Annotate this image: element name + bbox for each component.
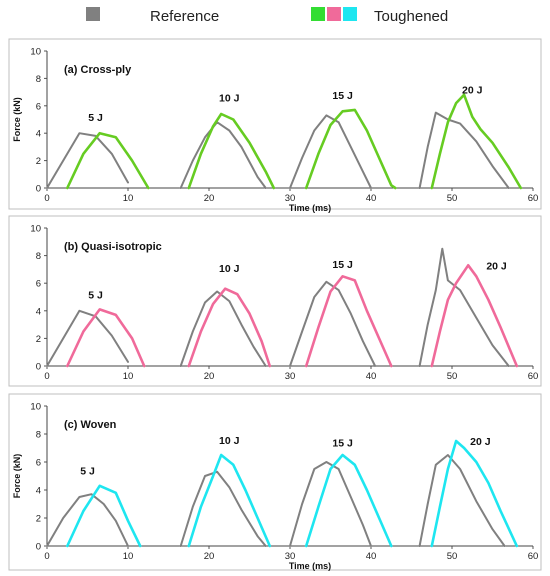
x-tick-label: 20 [204, 371, 215, 382]
toughened-curve [304, 108, 397, 190]
panel-frame [8, 393, 542, 571]
reference-curve [289, 114, 372, 189]
reference-curve [418, 247, 510, 367]
x-tick-label: 30 [285, 551, 296, 562]
energy-label: 20 J [470, 436, 491, 448]
x-tick-label: 60 [528, 193, 539, 204]
toughened-curve [66, 131, 150, 190]
reference-curve [418, 111, 510, 189]
energy-label: 5 J [80, 466, 95, 478]
energy-label: 5 J [88, 289, 103, 301]
y-tick-label: 6 [36, 458, 41, 469]
x-tick-label: 40 [366, 193, 377, 204]
x-axis-label: Time (ms) [289, 203, 331, 213]
legend-swatch-toughened-1 [311, 7, 325, 21]
y-tick-label: 2 [36, 156, 41, 167]
x-tick-label: 40 [366, 371, 377, 382]
y-tick-label: 8 [36, 430, 41, 441]
y-tick-label: 10 [30, 224, 41, 235]
x-tick-label: 30 [285, 371, 296, 382]
legend-swatch-toughened-2 [327, 7, 341, 21]
toughened-curve [430, 264, 519, 368]
energy-label: 10 J [219, 263, 240, 275]
y-tick-label: 8 [36, 74, 41, 85]
reference-curve [289, 280, 377, 367]
x-tick-label: 50 [447, 371, 458, 382]
x-tick-label: 0 [44, 193, 49, 204]
reference-curve [418, 454, 506, 547]
energy-label: 5 J [88, 112, 103, 124]
y-tick-label: 2 [36, 514, 41, 525]
reference-curve [179, 470, 267, 547]
x-tick-label: 50 [447, 193, 458, 204]
y-tick-label: 4 [36, 306, 41, 317]
x-tick-label: 0 [44, 371, 49, 382]
reference-curve [46, 132, 129, 189]
legend-swatch-toughened-3 [343, 7, 357, 21]
y-tick-label: 8 [36, 251, 41, 262]
toughened-curve [187, 453, 272, 548]
reference-curve [46, 493, 129, 547]
panel-frame [8, 215, 542, 387]
y-tick-label: 10 [30, 402, 41, 413]
legend-swatch-reference [86, 7, 100, 21]
panel-title: (c) Woven [64, 419, 117, 431]
energy-label: 15 J [332, 90, 353, 102]
toughened-curve [187, 112, 276, 190]
reference-curve [46, 309, 129, 367]
x-tick-label: 10 [123, 193, 134, 204]
panel-cross-ply: 0 2 4 6 8 10 0 10 20 30 40 50 60 Time (ms) Force (kN) (… [8, 38, 542, 213]
y-tick-label: 0 [36, 362, 41, 373]
toughened-curve [430, 93, 523, 190]
y-tick-label: 2 [36, 334, 41, 345]
legend: Reference Toughened [86, 7, 448, 25]
y-axis-label: Force (kN) [12, 454, 22, 499]
x-tick-label: 20 [204, 551, 215, 562]
y-tick-label: 4 [36, 486, 41, 497]
y-axis-label: Force (kN) [12, 97, 22, 142]
y-tick-label: 0 [36, 184, 41, 195]
x-tick-label: 10 [123, 551, 134, 562]
panel-title: (a) Cross-ply [64, 64, 132, 76]
reference-curve [179, 290, 267, 367]
y-tick-label: 0 [36, 542, 41, 553]
toughened-curve [304, 453, 393, 548]
toughened-curve [66, 308, 146, 368]
toughened-curve [304, 275, 393, 368]
legend-label-toughened: Toughened [374, 8, 448, 25]
panel-quasi-isotropic: 0 2 4 6 8 10 0 10 20 30 40 50 60 (b) Quasi-isotropic 5… [8, 215, 542, 387]
x-tick-label: 10 [123, 371, 134, 382]
panel-title: (b) Quasi-isotropic [64, 241, 162, 253]
x-tick-label: 0 [44, 551, 49, 562]
y-tick-label: 6 [36, 101, 41, 112]
energy-label: 20 J [462, 84, 483, 96]
energy-label: 15 J [332, 259, 353, 271]
toughened-curve [66, 484, 142, 548]
panel-woven: 0 2 4 6 8 10 0 10 20 30 40 50 60 Time (ms) Force (kN) (… [8, 393, 542, 571]
energy-label: 20 J [486, 260, 507, 272]
legend-label-reference: Reference [150, 8, 219, 25]
y-tick-label: 4 [36, 129, 41, 140]
toughened-curve [187, 287, 272, 368]
x-tick-label: 60 [528, 371, 539, 382]
reference-curve [179, 121, 267, 189]
y-tick-label: 6 [36, 279, 41, 290]
energy-label: 10 J [219, 93, 240, 105]
x-tick-label: 40 [366, 551, 377, 562]
y-tick-label: 10 [30, 47, 41, 58]
energy-label: 10 J [219, 435, 240, 447]
x-tick-label: 20 [204, 193, 215, 204]
x-tick-label: 30 [285, 193, 296, 204]
x-axis-label: Time (ms) [289, 561, 331, 571]
x-tick-label: 50 [447, 551, 458, 562]
toughened-curve [430, 439, 519, 548]
x-tick-label: 60 [528, 551, 539, 562]
panel-frame [8, 38, 542, 210]
energy-label: 15 J [332, 438, 353, 450]
